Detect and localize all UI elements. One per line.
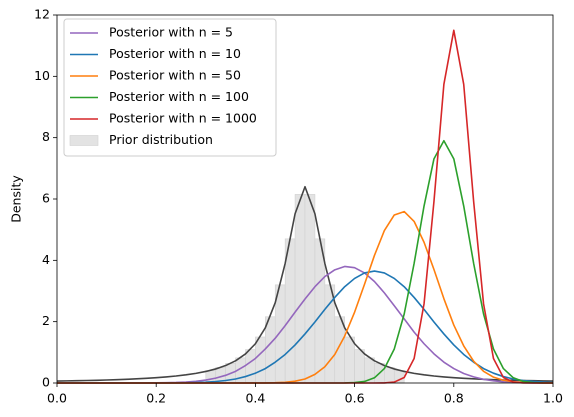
histogram-bar bbox=[255, 336, 266, 384]
x-tick-label: 0.6 bbox=[345, 391, 365, 406]
legend-label: Posterior with n = 10 bbox=[109, 46, 241, 61]
x-tick-label: 0.8 bbox=[444, 391, 464, 406]
legend: Posterior with n = 5 Posterior with n = 1… bbox=[63, 18, 277, 157]
histogram-bar bbox=[265, 316, 276, 384]
histogram-bar bbox=[344, 336, 355, 384]
histogram-bar bbox=[384, 367, 395, 384]
y-tick-label: 12 bbox=[34, 7, 50, 22]
legend-label: Posterior with n = 5 bbox=[109, 25, 233, 40]
legend-frame bbox=[63, 18, 277, 157]
histogram-bar bbox=[245, 349, 256, 384]
legend-label: Posterior with n = 1000 bbox=[109, 111, 257, 126]
y-tick-label: 0 bbox=[42, 375, 50, 390]
y-tick-label: 6 bbox=[42, 191, 50, 206]
histogram-bar bbox=[294, 194, 306, 384]
legend-swatch bbox=[69, 135, 99, 146]
histogram-bar bbox=[284, 238, 296, 384]
y-tick-label: 4 bbox=[42, 252, 50, 267]
y-tick-label: 10 bbox=[34, 68, 50, 83]
y-axis-label: Density bbox=[9, 175, 24, 223]
legend-label: Prior distribution bbox=[109, 132, 213, 147]
histogram-bar bbox=[334, 316, 345, 384]
y-tick-label: 2 bbox=[42, 313, 50, 328]
legend-label: Posterior with n = 100 bbox=[109, 89, 249, 104]
x-tick-label: 0.0 bbox=[47, 391, 67, 406]
legend-label: Posterior with n = 50 bbox=[109, 68, 241, 83]
y-tick-label: 8 bbox=[42, 129, 50, 144]
x-tick-label: 0.2 bbox=[146, 391, 166, 406]
x-tick-label: 1.0 bbox=[543, 391, 563, 406]
x-tick-label: 0.4 bbox=[245, 391, 265, 406]
histogram-bar bbox=[354, 349, 365, 384]
prior-density-line bbox=[56, 185, 554, 382]
